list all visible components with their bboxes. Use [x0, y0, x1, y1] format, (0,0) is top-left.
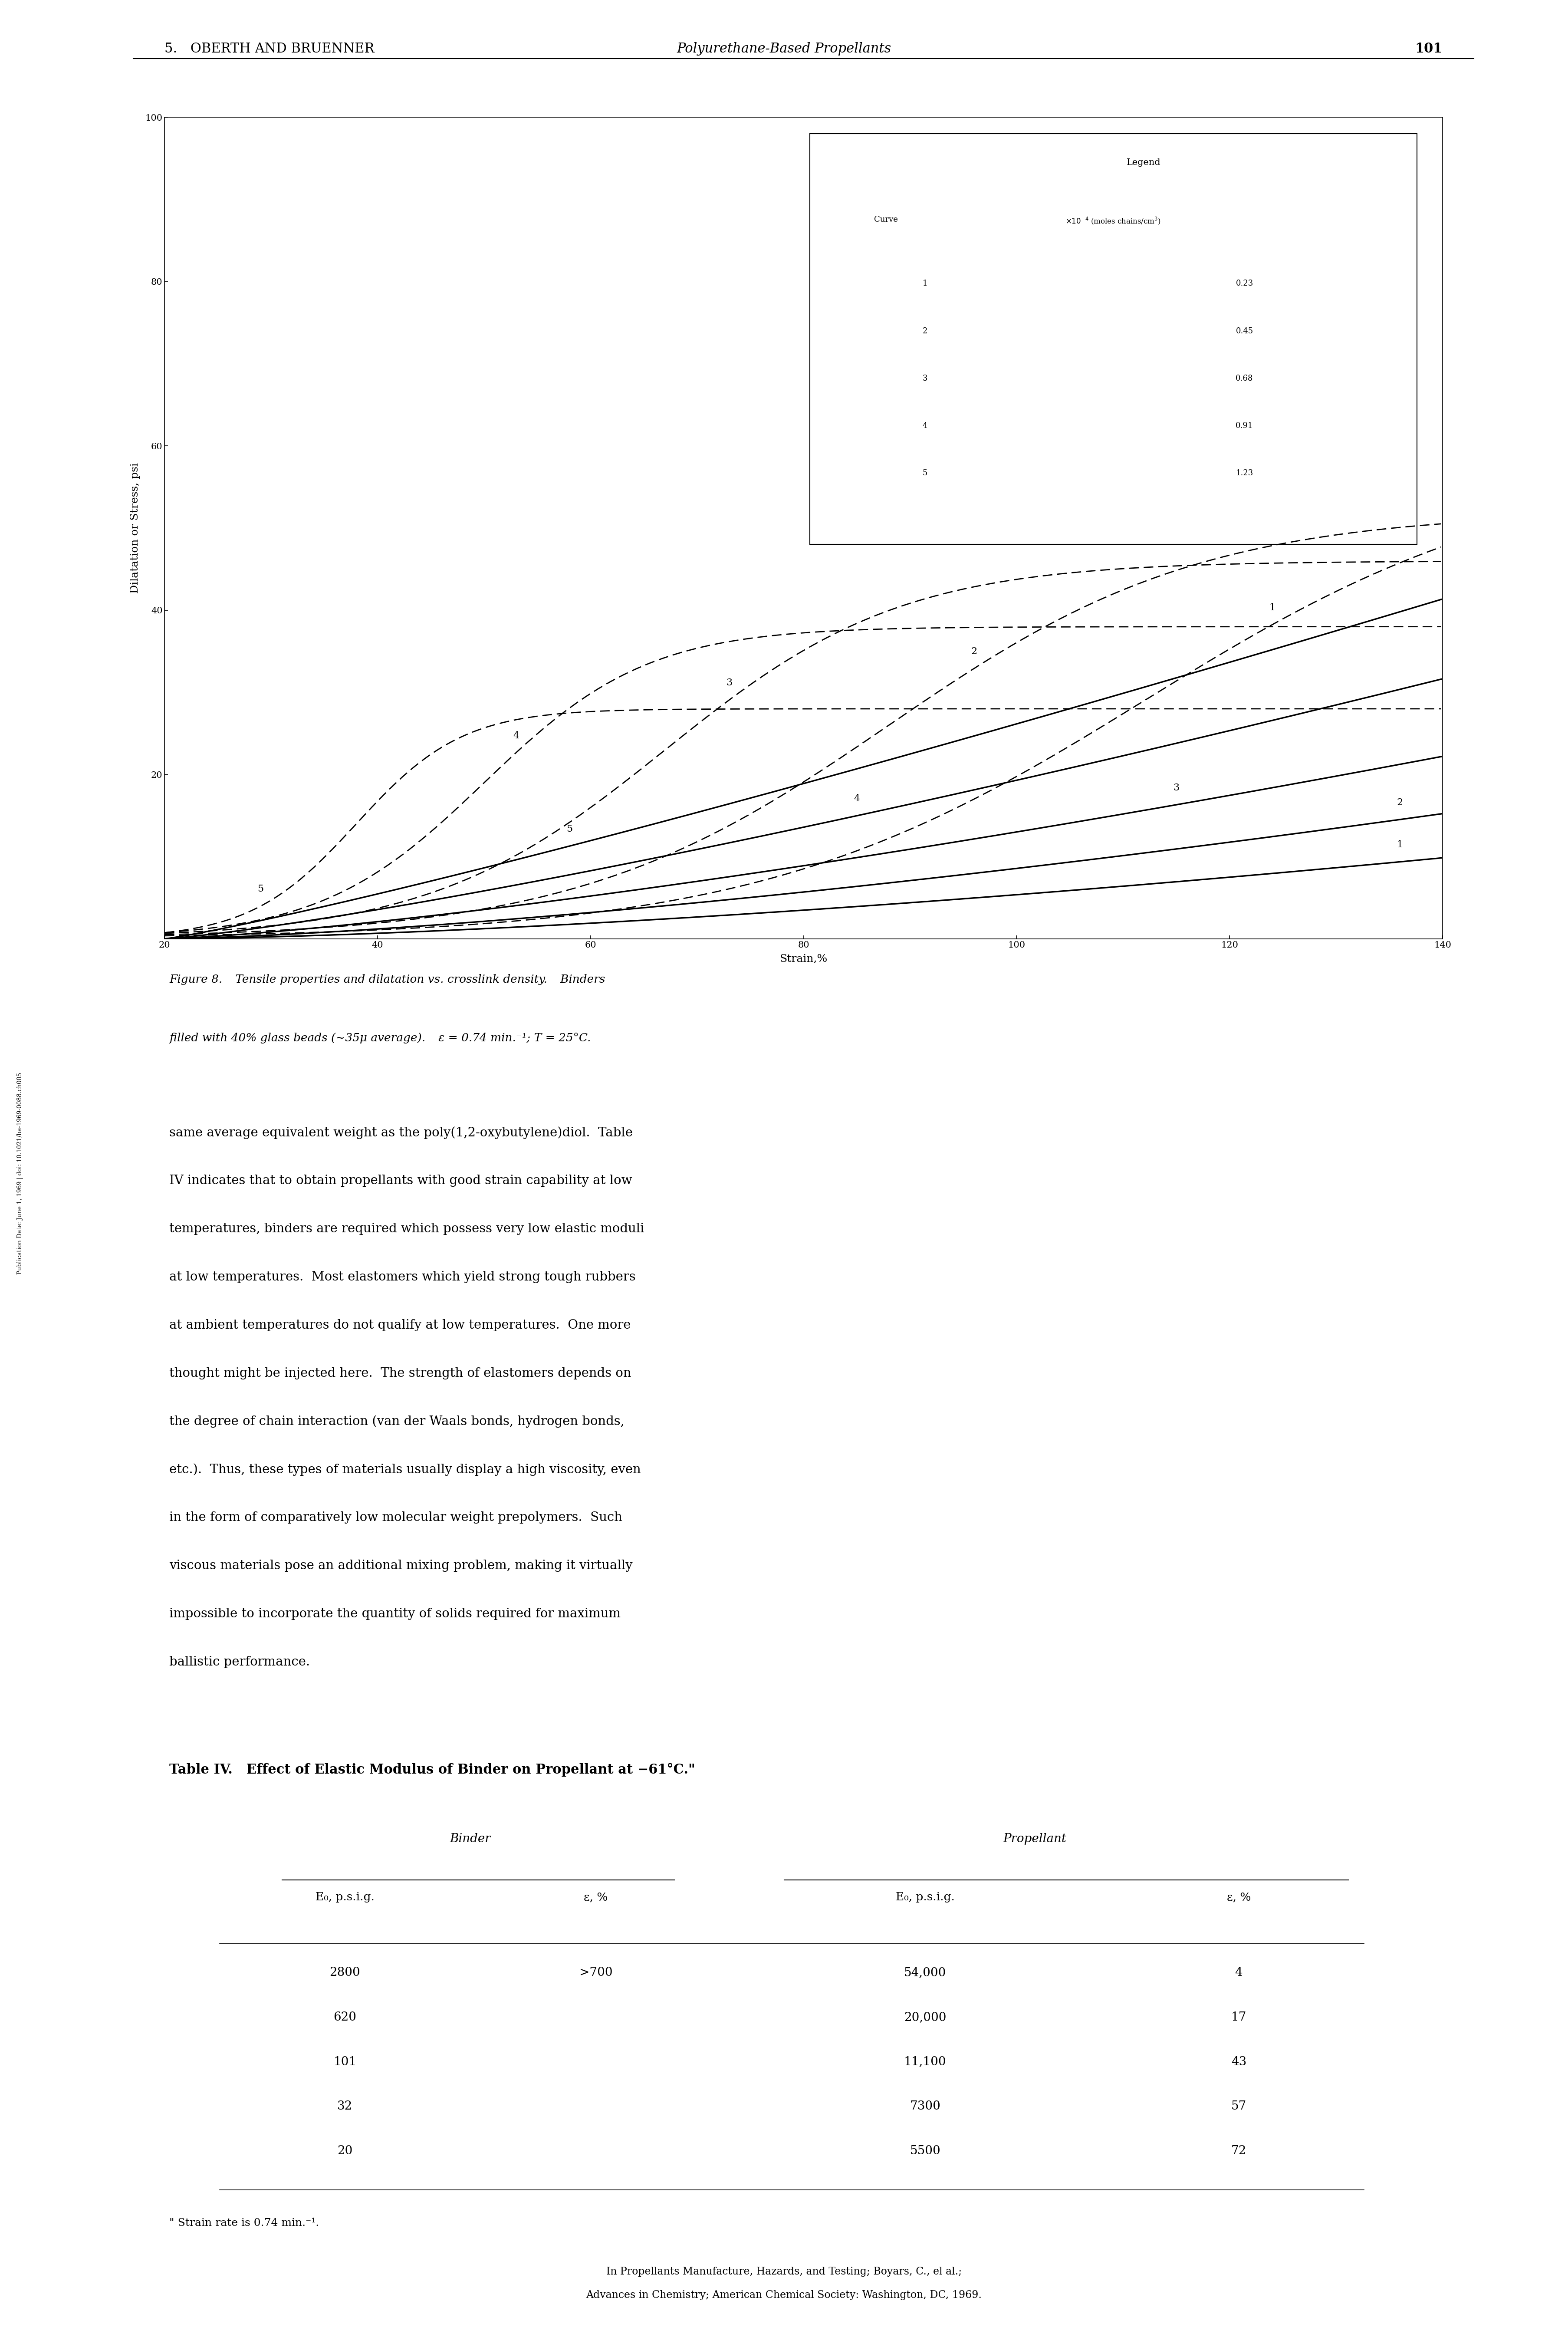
Text: 5: 5	[566, 824, 572, 833]
Text: 3: 3	[726, 678, 732, 688]
Text: 72: 72	[1231, 2145, 1247, 2157]
Text: 0.91: 0.91	[1236, 422, 1253, 430]
Text: 4: 4	[855, 793, 859, 803]
Text: Propellant: Propellant	[1004, 1833, 1066, 1845]
Text: the degree of chain interaction (van der Waals bonds, hydrogen bonds,: the degree of chain interaction (van der…	[169, 1415, 624, 1427]
Text: 1: 1	[1269, 603, 1275, 613]
Text: 2: 2	[1397, 798, 1403, 807]
Text: temperatures, binders are required which possess very low elastic moduli: temperatures, binders are required which…	[169, 1223, 644, 1235]
Text: filled with 40% glass beads (~35μ average).   ε = 0.74 min.⁻¹; T = 25°C.: filled with 40% glass beads (~35μ averag…	[169, 1033, 591, 1044]
Text: 7300: 7300	[909, 2101, 941, 2112]
Text: >700: >700	[579, 1967, 613, 1979]
Text: 17: 17	[1231, 2011, 1247, 2023]
Text: 1: 1	[1397, 840, 1403, 850]
Text: Polyurethane-Based Propellants: Polyurethane-Based Propellants	[677, 42, 891, 56]
Text: Binder: Binder	[450, 1833, 491, 1845]
Text: 4: 4	[513, 730, 519, 739]
Text: 54,000: 54,000	[905, 1967, 946, 1979]
Text: impossible to incorporate the quantity of solids required for maximum: impossible to incorporate the quantity o…	[169, 1608, 621, 1619]
Text: Legend: Legend	[1127, 160, 1160, 167]
Text: 5. OBERTH AND BRUENNER: 5. OBERTH AND BRUENNER	[165, 42, 375, 56]
Text: 2: 2	[971, 648, 977, 657]
Text: at low temperatures.  Most elastomers which yield strong tough rubbers: at low temperatures. Most elastomers whi…	[169, 1272, 635, 1284]
Text: 2: 2	[922, 326, 927, 336]
Text: Table IV.   Effect of Elastic Modulus of Binder on Propellant at −61°C.": Table IV. Effect of Elastic Modulus of B…	[169, 1763, 695, 1777]
Text: same average equivalent weight as the poly(1,2-oxybutylene)diol.  Table: same average equivalent weight as the po…	[169, 1127, 633, 1138]
Text: 2800: 2800	[329, 1967, 361, 1979]
Text: Curve: Curve	[873, 216, 898, 223]
Text: in the form of comparatively low molecular weight prepolymers.  Such: in the form of comparatively low molecul…	[169, 1511, 622, 1523]
Text: " Strain rate is 0.74 min.⁻¹.: " Strain rate is 0.74 min.⁻¹.	[169, 2218, 320, 2227]
Text: E₀, p.s.i.g.: E₀, p.s.i.g.	[895, 1892, 955, 1903]
Text: 1.23: 1.23	[1236, 469, 1253, 476]
Text: 11,100: 11,100	[903, 2056, 947, 2068]
Text: 101: 101	[1414, 42, 1443, 56]
Text: 32: 32	[337, 2101, 353, 2112]
Text: viscous materials pose an additional mixing problem, making it virtually: viscous materials pose an additional mix…	[169, 1558, 632, 1572]
Text: 5: 5	[257, 885, 263, 894]
Text: Advances in Chemistry; American Chemical Society: Washington, DC, 1969.: Advances in Chemistry; American Chemical…	[586, 2291, 982, 2300]
Text: ε, %: ε, %	[1226, 1892, 1251, 1903]
X-axis label: Strain,%: Strain,%	[779, 953, 828, 965]
Text: 3: 3	[922, 376, 928, 383]
Text: In Propellants Manufacture, Hazards, and Testing; Boyars, C., el al.;: In Propellants Manufacture, Hazards, and…	[607, 2267, 961, 2277]
Text: 20,000: 20,000	[905, 2011, 946, 2023]
Text: 0.68: 0.68	[1236, 376, 1253, 383]
Text: at ambient temperatures do not qualify at low temperatures.  One more: at ambient temperatures do not qualify a…	[169, 1319, 630, 1331]
Text: Publication Date: June 1, 1969 | doi: 10.1021/ba-1969-0088.ch005: Publication Date: June 1, 1969 | doi: 10…	[17, 1073, 24, 1274]
Text: 0.23: 0.23	[1236, 279, 1253, 289]
Text: 1: 1	[922, 279, 928, 289]
Text: 4: 4	[922, 422, 927, 430]
Text: Figure 8.   Tensile properties and dilatation vs. crosslink density.   Binders: Figure 8. Tensile properties and dilatat…	[169, 974, 605, 986]
Text: $\times 10^{-4}$ (moles chains/cm$^3$): $\times 10^{-4}$ (moles chains/cm$^3$)	[1066, 216, 1160, 225]
Bar	[811, 134, 1417, 545]
Text: ballistic performance.: ballistic performance.	[169, 1657, 310, 1669]
Text: IV indicates that to obtain propellants with good strain capability at low: IV indicates that to obtain propellants …	[169, 1174, 632, 1188]
Text: ε, %: ε, %	[583, 1892, 608, 1903]
Text: 101: 101	[334, 2056, 356, 2068]
Text: 4: 4	[1236, 1967, 1242, 1979]
Text: 620: 620	[334, 2011, 356, 2023]
Text: 20: 20	[337, 2145, 353, 2157]
Text: 5: 5	[922, 469, 927, 476]
Text: E₀, p.s.i.g.: E₀, p.s.i.g.	[315, 1892, 375, 1903]
Text: etc.).  Thus, these types of materials usually display a high viscosity, even: etc.). Thus, these types of materials us…	[169, 1465, 641, 1476]
Text: 0.45: 0.45	[1236, 326, 1253, 336]
Y-axis label: Dilatation or Stress, psi: Dilatation or Stress, psi	[130, 462, 140, 594]
Text: 5500: 5500	[909, 2145, 941, 2157]
Text: 3: 3	[1173, 784, 1179, 793]
Text: 43: 43	[1231, 2056, 1247, 2068]
Text: thought might be injected here.  The strength of elastomers depends on: thought might be injected here. The stre…	[169, 1366, 632, 1380]
Text: 57: 57	[1231, 2101, 1247, 2112]
